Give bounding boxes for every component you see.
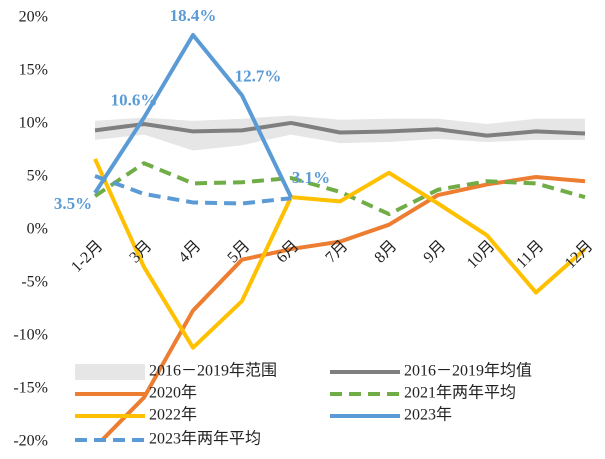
lines-layer	[93, 32, 587, 442]
x-tick-label: 11月	[513, 237, 547, 271]
legend-label: 2016－2019年范围	[149, 362, 277, 380]
y-tick-label: 10%	[19, 115, 48, 132]
y-tick-label: 20%	[19, 9, 48, 26]
legend-label: 2020年	[149, 384, 197, 402]
legend-label: 2022年	[149, 406, 197, 424]
series-line	[93, 158, 587, 350]
series-line	[93, 161, 586, 217]
y-tick-label: -5%	[21, 274, 48, 291]
series-line	[97, 175, 586, 442]
y-tick-label: 5%	[27, 168, 48, 185]
y-tick-label: -20%	[13, 433, 48, 450]
series-line	[93, 32, 293, 199]
legend-label: 2016－2019年均值	[404, 362, 532, 380]
series-line	[94, 174, 292, 206]
x-tick-label: 1-2月	[68, 237, 106, 275]
y-tick-label: 15%	[19, 62, 48, 79]
y-tick-label: 0%	[27, 221, 48, 238]
y-tick-label: -10%	[13, 327, 48, 344]
x-tick-label: 9月	[420, 237, 449, 266]
x-tick-label: 4月	[175, 237, 204, 266]
data-label: 12.7%	[235, 66, 282, 85]
legend-label: 2023年	[404, 406, 452, 424]
data-label: 3.5%	[54, 194, 92, 213]
legend-label: 2021年两年平均	[404, 384, 516, 402]
data-label: 3.1%	[292, 168, 330, 187]
data-label: 18.4%	[170, 6, 217, 25]
x-tick-label: 6月	[273, 237, 302, 266]
series-line	[94, 120, 586, 138]
y-tick-label: -15%	[13, 380, 48, 397]
data-label: 10.6%	[111, 91, 158, 110]
x-tick-label: 8月	[371, 237, 400, 266]
legend-swatch	[75, 364, 145, 380]
legend-label: 2023年两年平均	[149, 430, 261, 448]
x-tick-label: 5月	[224, 237, 253, 266]
